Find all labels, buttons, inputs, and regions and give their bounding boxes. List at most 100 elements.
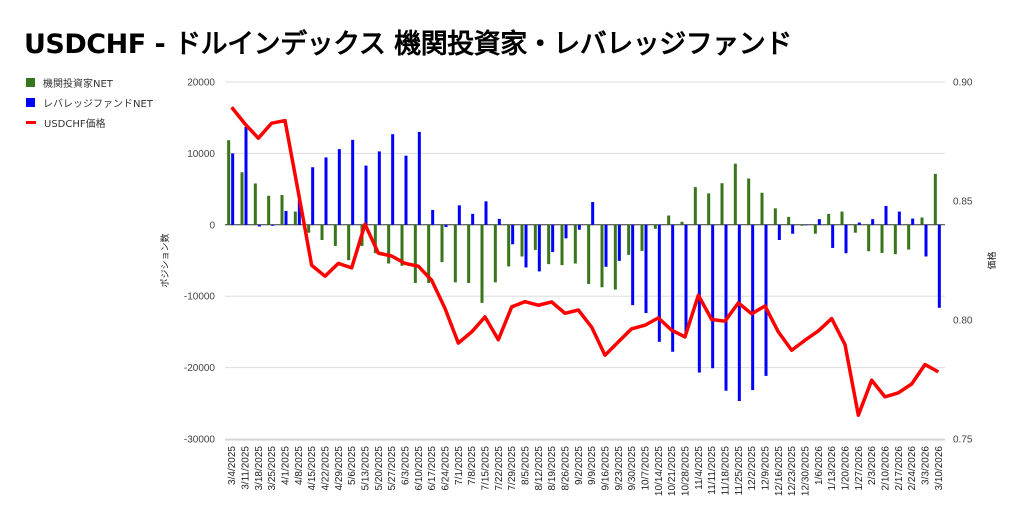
bar-leveraged (791, 224, 795, 234)
bar-leveraged (364, 165, 368, 225)
x-tick-label: 8/19/2025 (547, 446, 558, 491)
bar-institutional (320, 224, 324, 241)
bar-leveraged (324, 157, 328, 225)
y-tick-right: 0.90 (953, 78, 973, 89)
bar-leveraged (684, 224, 688, 335)
x-tick-label: 12/9/2025 (761, 446, 772, 491)
y-axis-label-left: ポジション数 (159, 233, 171, 287)
legend-swatch-green (26, 78, 35, 87)
y-tick-right: 0.80 (953, 316, 973, 327)
x-tick-label: 9/16/2025 (601, 446, 612, 491)
chart-title: USDCHF - ドルインデックス 機関投資家・レバレッジファンド (24, 29, 792, 60)
bar-institutional (413, 224, 417, 283)
bar-institutional (560, 224, 564, 266)
bar-leveraged (431, 209, 435, 225)
bar-leveraged (444, 224, 448, 228)
bar-leveraged (631, 224, 635, 306)
x-tick-label: 1/27/2026 (854, 446, 865, 491)
bar-institutional (667, 215, 671, 225)
x-tick-label: 9/2/2025 (574, 446, 585, 485)
bar-institutional (293, 211, 297, 225)
legend-label: USDCHF価格 (44, 119, 106, 130)
bar-institutional (280, 195, 284, 225)
x-tick-label: 6/24/2025 (441, 446, 452, 491)
x-tick-label: 5/20/2025 (374, 446, 385, 491)
bar-leveraged (231, 153, 235, 225)
bar-institutional (840, 211, 844, 225)
bar-leveraged (417, 131, 421, 225)
bar-leveraged (711, 224, 715, 369)
x-tick-label: 3/10/2026 (934, 446, 945, 491)
bar-institutional (627, 224, 631, 255)
x-tick-label: 3/11/2025 (241, 446, 252, 490)
bar-institutional (240, 172, 244, 225)
bar-institutional (400, 224, 404, 266)
x-tick-label: 1/20/2026 (841, 446, 852, 491)
bar-leveraged (897, 211, 901, 225)
legend-label: 機関投資家NET (43, 79, 113, 90)
bar-leveraged (657, 224, 661, 342)
bar-leveraged (831, 224, 835, 248)
bar-leveraged (724, 224, 728, 391)
x-tick-label: 3/4/2025 (227, 446, 238, 485)
bar-institutional (880, 224, 884, 253)
x-tick-label: 9/30/2025 (627, 446, 638, 491)
x-tick-label: 12/16/2025 (774, 446, 785, 496)
bar-institutional (453, 224, 457, 283)
bar-institutional (307, 224, 311, 233)
bar-institutional (853, 224, 857, 233)
x-tick-label: 2/10/2026 (881, 446, 892, 491)
bar-leveraged (511, 224, 515, 245)
x-tick-label: 4/15/2025 (307, 446, 318, 491)
bar-leveraged (484, 201, 488, 225)
bar-institutional (760, 192, 764, 225)
x-tick-label: 2/17/2026 (894, 446, 905, 491)
x-tick-label: 9/23/2025 (614, 446, 625, 491)
bar-leveraged (524, 224, 528, 268)
x-tick-label: 7/15/2025 (481, 446, 492, 491)
bar-institutional (253, 183, 257, 225)
x-tick-label: 10/14/2025 (654, 446, 665, 496)
y-tick-left: 0 (209, 220, 215, 231)
x-tick-label: 6/17/2025 (427, 446, 438, 491)
bar-leveraged (271, 224, 275, 226)
bar-leveraged (764, 224, 768, 376)
bar-institutional (680, 221, 684, 225)
x-tick-label: 11/25/2025 (734, 446, 745, 496)
bar-institutional (907, 224, 911, 250)
x-tick-label: 5/27/2025 (387, 446, 398, 491)
bar-leveraged (644, 224, 648, 314)
x-tick-label: 8/12/2025 (534, 446, 545, 491)
x-tick-label: 7/1/2025 (454, 446, 465, 485)
bar-institutional (867, 224, 871, 252)
bar-institutional (347, 224, 351, 261)
y-tick-left: -30000 (184, 435, 216, 446)
bar-institutional (480, 224, 484, 303)
bar-leveraged (911, 218, 915, 225)
x-tick-label: 7/8/2025 (467, 446, 478, 485)
y-tick-right: 0.85 (953, 197, 973, 208)
bar-leveraged (564, 224, 568, 239)
x-tick-label: 4/8/2025 (294, 446, 305, 485)
bar-institutional (707, 193, 711, 225)
bar-leveraged (391, 134, 395, 225)
x-tick-label: 2/3/2026 (867, 446, 878, 485)
legend-item-price: USDCHF価格 (26, 115, 106, 130)
bar-leveraged (497, 218, 501, 225)
bar-leveraged (297, 199, 301, 225)
bar-institutional (533, 224, 537, 250)
price-line (230, 106, 940, 417)
bar-leveraged (351, 139, 355, 225)
x-tick-label: 6/3/2025 (401, 446, 412, 485)
bar-leveraged (244, 126, 248, 225)
bar-leveraged (871, 219, 875, 225)
y-tick-left: 20000 (187, 78, 215, 89)
x-tick-label: 11/4/2025 (694, 446, 705, 490)
bar-leveraged (471, 213, 475, 225)
x-tick-label: 3/25/2025 (267, 446, 278, 491)
x-tick-label: 4/22/2025 (321, 446, 332, 491)
bar-leveraged (577, 224, 581, 230)
bar-institutional (733, 163, 737, 225)
bar-leveraged (737, 224, 741, 402)
